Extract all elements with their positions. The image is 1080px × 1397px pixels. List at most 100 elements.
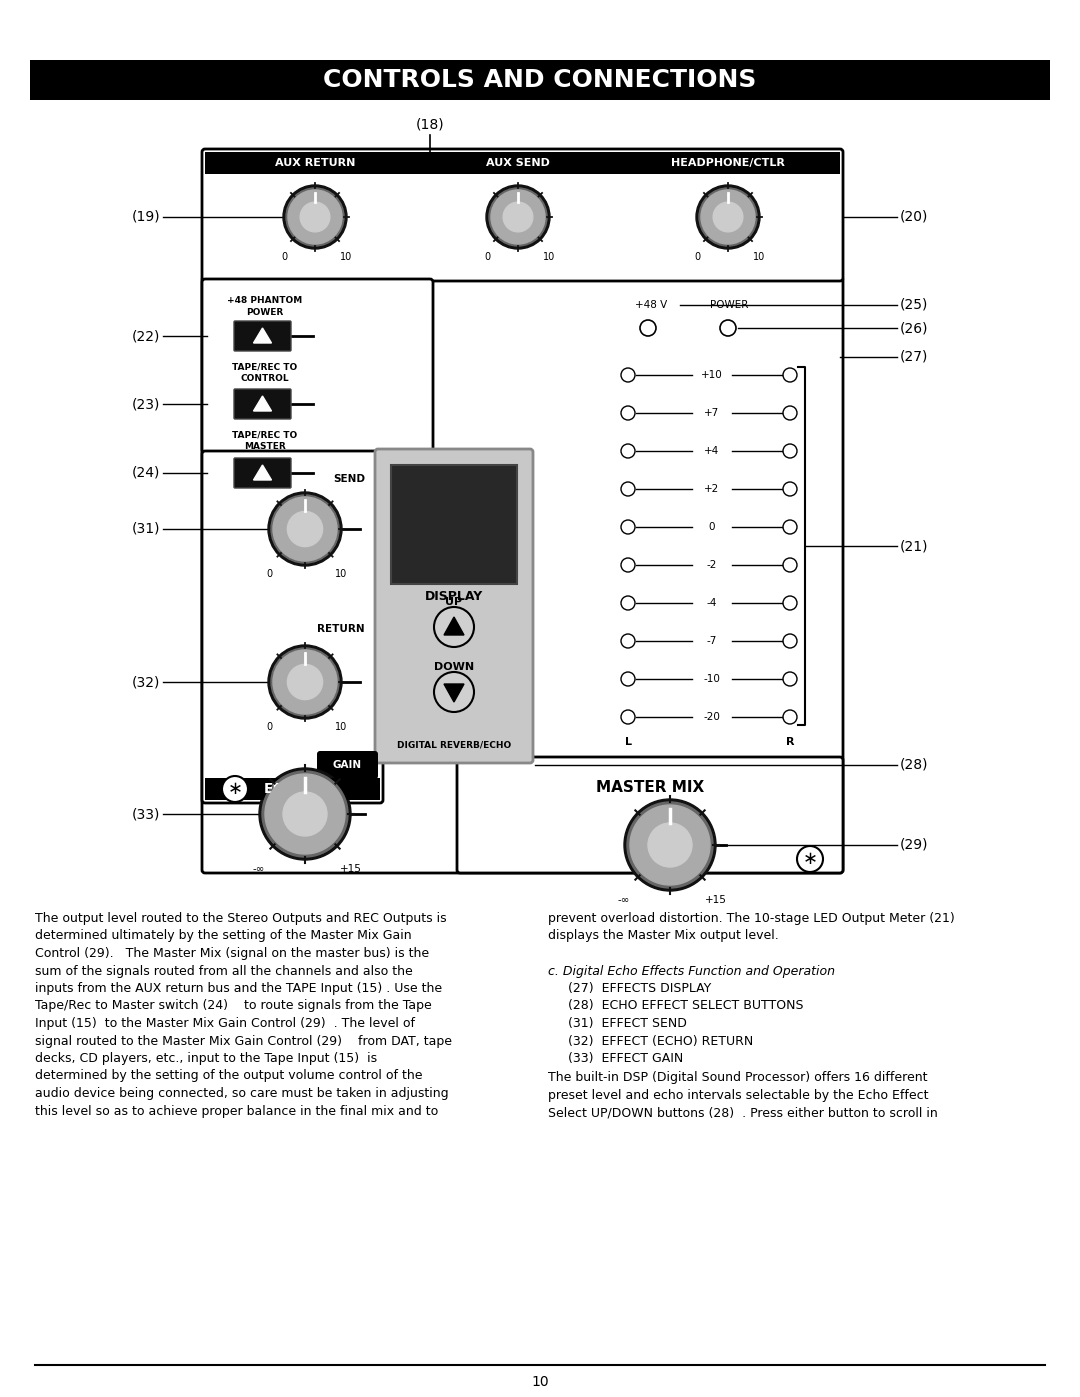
- Text: -7: -7: [706, 636, 717, 645]
- Text: (21): (21): [900, 539, 929, 553]
- FancyBboxPatch shape: [202, 279, 433, 453]
- Text: MASTER: MASTER: [244, 441, 286, 451]
- Text: 10: 10: [543, 251, 555, 263]
- Text: TAPE/REC TO: TAPE/REC TO: [232, 430, 298, 439]
- Text: DIGITAL REVERB/ECHO: DIGITAL REVERB/ECHO: [396, 740, 511, 750]
- FancyBboxPatch shape: [457, 757, 843, 873]
- Text: (32): (32): [132, 675, 160, 689]
- Text: ∗: ∗: [228, 780, 243, 798]
- Text: AUX SEND: AUX SEND: [486, 158, 550, 168]
- Text: GAIN: GAIN: [333, 760, 362, 770]
- Circle shape: [627, 802, 713, 888]
- Text: +2: +2: [704, 483, 719, 495]
- Text: 0: 0: [281, 251, 287, 263]
- Text: CONTROL: CONTROL: [241, 374, 289, 383]
- Text: -2: -2: [706, 560, 717, 570]
- Polygon shape: [254, 328, 271, 344]
- Circle shape: [287, 511, 323, 546]
- Circle shape: [699, 189, 757, 246]
- Polygon shape: [444, 685, 464, 703]
- Text: -20: -20: [703, 712, 720, 722]
- Text: (28): (28): [900, 759, 929, 773]
- Text: SEND: SEND: [333, 474, 365, 483]
- Text: Control (29).   The Master Mix (signal on the master bus) is the: Control (29). The Master Mix (signal on …: [35, 947, 429, 960]
- Text: The output level routed to the Stereo Outputs and REC Outputs is: The output level routed to the Stereo Ou…: [35, 912, 447, 925]
- Text: +15: +15: [340, 863, 362, 875]
- Bar: [30, 60, 1050, 101]
- FancyBboxPatch shape: [234, 458, 291, 488]
- FancyBboxPatch shape: [375, 448, 534, 763]
- Circle shape: [713, 203, 743, 232]
- Circle shape: [783, 367, 797, 381]
- Text: DISPLAY: DISPLAY: [424, 590, 483, 604]
- Polygon shape: [254, 465, 271, 481]
- FancyBboxPatch shape: [202, 451, 383, 803]
- Circle shape: [621, 634, 635, 648]
- Circle shape: [271, 495, 339, 563]
- Text: audio device being connected, so care must be taken in adjusting: audio device being connected, so care mu…: [35, 1087, 448, 1099]
- Text: 10: 10: [753, 251, 765, 263]
- Circle shape: [640, 320, 656, 337]
- Circle shape: [621, 557, 635, 571]
- Circle shape: [434, 608, 474, 647]
- Circle shape: [283, 184, 347, 249]
- Circle shape: [783, 557, 797, 571]
- Text: CONTROLS AND CONNECTIONS: CONTROLS AND CONNECTIONS: [323, 68, 757, 92]
- Circle shape: [783, 634, 797, 648]
- Circle shape: [720, 320, 735, 337]
- Bar: [205, 778, 380, 800]
- Text: UP: UP: [445, 597, 462, 608]
- Text: The built-in DSP (Digital Sound Processor) offers 16 different: The built-in DSP (Digital Sound Processo…: [548, 1071, 928, 1084]
- Circle shape: [783, 520, 797, 534]
- Circle shape: [621, 367, 635, 381]
- Text: +48 PHANTOM: +48 PHANTOM: [228, 296, 302, 305]
- Circle shape: [783, 597, 797, 610]
- Text: L: L: [624, 738, 632, 747]
- Text: ∗: ∗: [802, 849, 818, 868]
- Text: TAPE/REC TO: TAPE/REC TO: [232, 362, 298, 372]
- Text: signal routed to the Master Mix Gain Control (29)    from DAT, tape: signal routed to the Master Mix Gain Con…: [35, 1035, 453, 1048]
- Text: sum of the signals routed from all the channels and also the: sum of the signals routed from all the c…: [35, 964, 413, 978]
- Text: (25): (25): [900, 298, 929, 312]
- FancyBboxPatch shape: [202, 149, 843, 281]
- Text: 0: 0: [708, 522, 715, 532]
- Text: (29): (29): [900, 838, 929, 852]
- Text: HEADPHONE/CTLR: HEADPHONE/CTLR: [671, 158, 785, 168]
- Text: POWER: POWER: [246, 307, 284, 317]
- Text: POWER: POWER: [710, 300, 748, 310]
- Text: (20): (20): [900, 210, 929, 224]
- Text: -4: -4: [706, 598, 717, 608]
- Circle shape: [273, 497, 337, 562]
- Circle shape: [621, 520, 635, 534]
- Text: -∞: -∞: [253, 863, 266, 875]
- Text: 10: 10: [335, 569, 347, 578]
- Circle shape: [273, 650, 337, 714]
- Circle shape: [288, 190, 342, 244]
- Text: (23): (23): [132, 397, 160, 411]
- Circle shape: [783, 710, 797, 724]
- Circle shape: [486, 184, 550, 249]
- Text: +15: +15: [705, 895, 727, 905]
- Circle shape: [503, 203, 532, 232]
- Text: (33)  EFFECT GAIN: (33) EFFECT GAIN: [548, 1052, 684, 1065]
- Circle shape: [621, 672, 635, 686]
- Text: (26): (26): [900, 321, 929, 335]
- Circle shape: [283, 792, 327, 835]
- Text: Tape/Rec to Master switch (24)    to route signals from the Tape: Tape/Rec to Master switch (24) to route …: [35, 999, 432, 1013]
- Circle shape: [648, 823, 692, 868]
- Bar: [205, 152, 840, 175]
- Circle shape: [783, 482, 797, 496]
- Text: preset level and echo intervals selectable by the Echo Effect: preset level and echo intervals selectab…: [548, 1090, 929, 1102]
- Circle shape: [262, 771, 348, 856]
- Text: (24): (24): [132, 467, 160, 481]
- Polygon shape: [254, 395, 271, 411]
- Text: 10: 10: [340, 251, 352, 263]
- Text: determined ultimately by the setting of the Master Mix Gain: determined ultimately by the setting of …: [35, 929, 411, 943]
- Text: Select UP/DOWN buttons (28)  . Press either button to scroll in: Select UP/DOWN buttons (28) . Press eith…: [548, 1106, 937, 1119]
- Circle shape: [783, 407, 797, 420]
- Circle shape: [621, 710, 635, 724]
- Text: this level so as to achieve proper balance in the final mix and to: this level so as to achieve proper balan…: [35, 1105, 438, 1118]
- Text: prevent overload distortion. The 10-stage LED Output Meter (21): prevent overload distortion. The 10-stag…: [548, 912, 955, 925]
- FancyBboxPatch shape: [234, 388, 291, 419]
- Text: DOWN: DOWN: [434, 662, 474, 672]
